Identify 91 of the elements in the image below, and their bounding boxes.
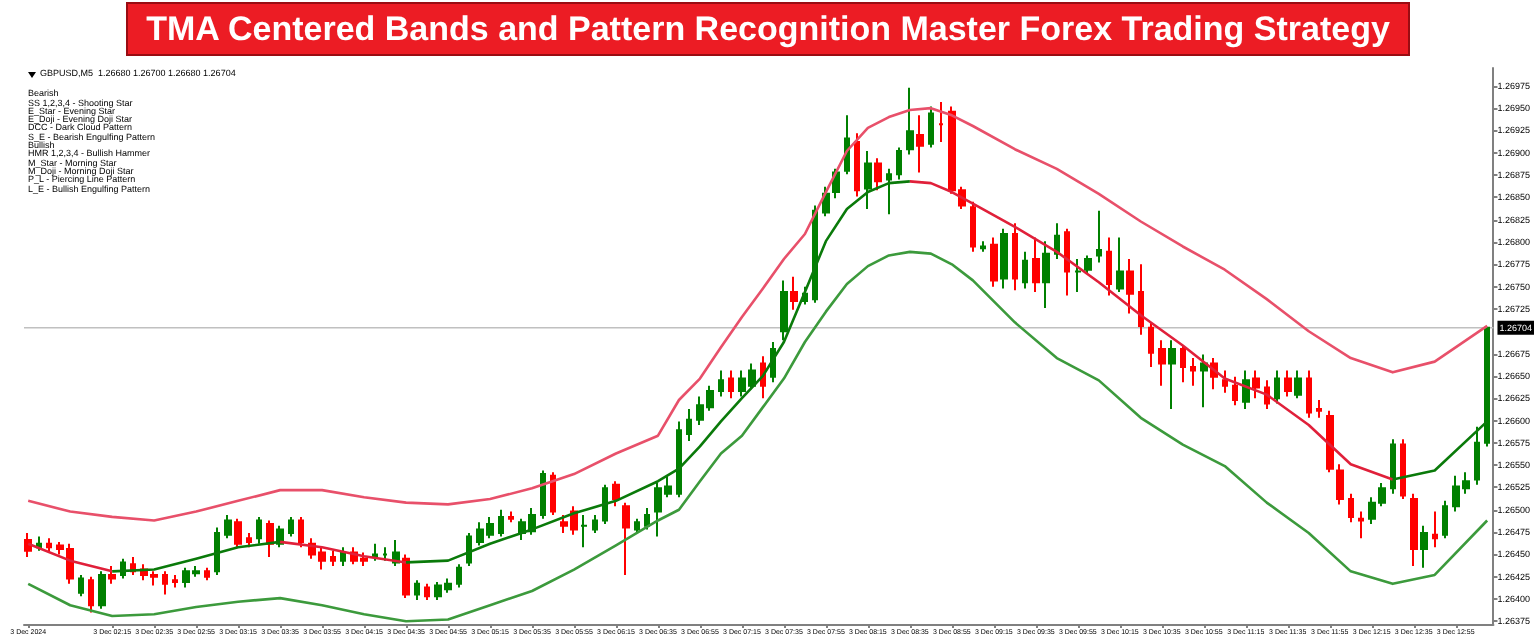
candlestick [906, 86, 914, 156]
candlestick [1168, 339, 1176, 410]
candlestick [676, 420, 682, 499]
candlestick [1042, 240, 1050, 310]
candlestick [790, 275, 798, 311]
candlestick [402, 553, 410, 600]
candlestick [1294, 369, 1302, 400]
candlestick [88, 575, 94, 614]
candlestick [1200, 353, 1208, 409]
candlestick [1138, 263, 1144, 336]
candlestick [916, 114, 924, 174]
candlestick [1180, 344, 1186, 384]
candlestick [686, 407, 692, 443]
candlestick [78, 573, 84, 598]
candlestick [1064, 227, 1070, 297]
candlestick [1032, 236, 1040, 294]
candlestick [246, 531, 252, 549]
candlestick [24, 531, 32, 559]
candlestick [1106, 236, 1112, 297]
candlestick [1012, 222, 1018, 292]
candlestick [298, 515, 304, 549]
candlestick [780, 279, 788, 342]
candlestick [98, 570, 106, 610]
chart-title: TMA Centered Bands and Pattern Recognition Master Forex Trading Strategy [146, 10, 1391, 48]
candlestick [592, 514, 598, 534]
candlestick [414, 579, 420, 601]
candlestick [938, 100, 944, 144]
candlestick [1400, 438, 1406, 501]
candlestick [550, 471, 556, 517]
candlestick [266, 519, 274, 559]
candlestick [770, 340, 776, 384]
candlestick [990, 236, 998, 288]
line-series [278, 540, 408, 564]
candlestick [224, 514, 232, 540]
candlestick [108, 564, 116, 585]
candlestick [1096, 209, 1102, 264]
candlestick [1148, 321, 1154, 368]
candlestick [234, 517, 242, 549]
candlestick [382, 546, 388, 562]
candlestick [854, 132, 860, 198]
candlestick [612, 480, 620, 508]
candlestick [1190, 357, 1196, 387]
candlestick [1126, 257, 1134, 315]
candlestick [456, 563, 462, 589]
candlestick [980, 240, 986, 253]
candlestick [36, 535, 42, 552]
candlestick [718, 369, 724, 398]
candlestick [1306, 369, 1312, 419]
candlestick [508, 510, 514, 524]
candlestick [634, 517, 640, 534]
candlestick [204, 566, 210, 582]
candlestick [1000, 227, 1008, 290]
candlestick [330, 549, 336, 567]
candlestick [1232, 375, 1238, 407]
candlestick [340, 546, 346, 567]
candlestick [1022, 250, 1028, 290]
candlestick [288, 515, 294, 538]
candlestick [1084, 254, 1092, 275]
candlestick [970, 200, 976, 253]
candlestick [172, 573, 178, 589]
candlestick [874, 157, 882, 192]
candlestick [1222, 369, 1228, 394]
candlestick [1420, 524, 1428, 569]
line-series [908, 180, 1394, 481]
candlestick [602, 483, 608, 526]
candlestick [822, 185, 830, 218]
candlestick [372, 542, 378, 562]
candlestick [1348, 492, 1354, 524]
candlestick [1358, 510, 1364, 540]
candlestick [928, 105, 934, 149]
line-series [26, 250, 1489, 623]
candlestick [1432, 510, 1438, 549]
candlestick [644, 506, 650, 531]
candlestick [728, 369, 734, 400]
candlestick [1158, 339, 1166, 387]
candlestick [1252, 369, 1260, 400]
candlestick [1116, 236, 1124, 294]
candlestick [1074, 257, 1082, 294]
candlestick [1316, 398, 1322, 419]
candlestick [1284, 369, 1292, 398]
candlestick [580, 514, 588, 549]
candlestick [622, 501, 630, 576]
candlestick [498, 508, 504, 538]
candlestick [162, 570, 168, 596]
candlestick [1442, 499, 1448, 540]
candlestick [46, 537, 52, 554]
line-series [26, 106, 1489, 522]
candlestick [540, 469, 546, 520]
candlestick [1410, 492, 1418, 567]
candlestick [424, 582, 430, 601]
candlestick [1274, 369, 1280, 405]
